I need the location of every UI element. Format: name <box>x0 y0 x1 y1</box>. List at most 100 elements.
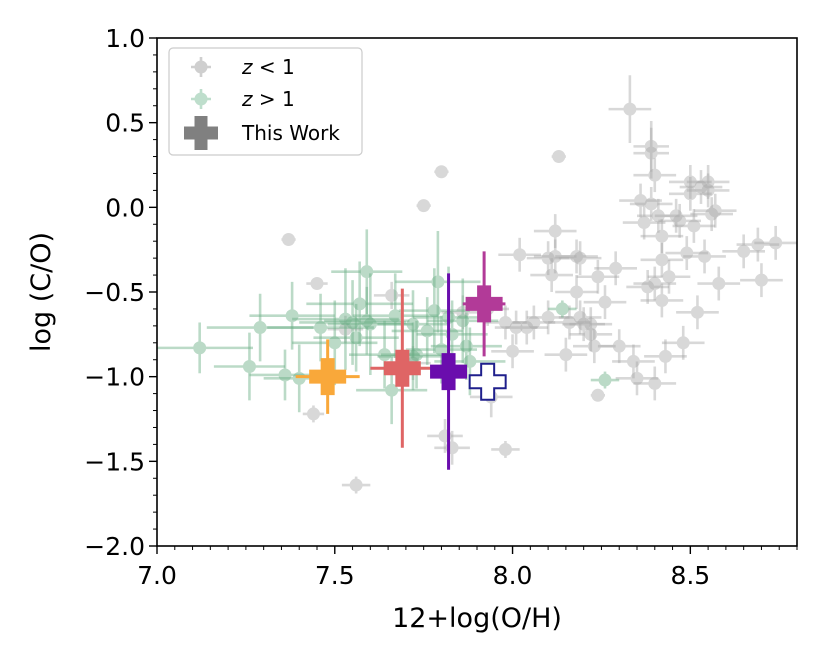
z-lt-1-point-18-marker <box>513 248 527 262</box>
z-lt-1-point-78 <box>754 225 797 260</box>
z-lt-1-point-7-marker <box>417 199 431 213</box>
z-gt-1-point-2-marker <box>253 321 267 335</box>
z-lt-1-point-45 <box>619 183 662 218</box>
z-lt-1-point-20-marker <box>527 315 541 329</box>
z-lt-1-point-3 <box>341 476 371 494</box>
z-lt-1-point-55-marker <box>655 229 669 243</box>
y-tick-label-3: −0.5 <box>84 278 145 307</box>
z-gt-1-point-23 <box>395 231 481 333</box>
z-lt-1-point-15 <box>491 441 520 458</box>
z-gt-1-point-23-marker <box>431 275 445 289</box>
z-gt-1-point-18-marker <box>406 349 420 363</box>
z-lt-1-point-29 <box>555 275 598 309</box>
z-lt-1-point-74 <box>697 266 741 301</box>
z-lt-1-point-74-marker <box>712 277 726 291</box>
z-lt-1-point-21 <box>526 300 570 335</box>
z-gt-1-point-5-marker <box>292 371 306 385</box>
z-lt-1-point-64-marker <box>683 187 697 201</box>
z-gt-1-point-3 <box>249 349 321 401</box>
z-gt-1-point-1-marker <box>242 360 256 374</box>
z-lt-1-point-78-marker <box>769 236 783 250</box>
z-lt-1-point-60 <box>654 198 698 233</box>
z-lt-1-point-75-marker <box>737 244 751 258</box>
y-tick-label-4: −1.0 <box>84 363 145 392</box>
z-lt-1-point-43 <box>612 344 655 379</box>
z-lt-1-point-50 <box>633 127 669 179</box>
z-lt-1-point-57 <box>640 283 684 318</box>
z-gt-1-point-0-marker <box>193 341 207 355</box>
z-lt-1-point-39 <box>583 285 627 320</box>
z-gt-1-point-28-marker <box>459 339 473 353</box>
z-lt-1-point-37-marker <box>591 388 605 402</box>
y-tick-label-2: 0.0 <box>105 193 145 222</box>
z-gt-1-point-8 <box>292 268 399 370</box>
z-lt-1-point-35 <box>569 317 613 352</box>
z-gt-1-point-8-marker <box>338 312 352 326</box>
z-lt-1-point-73-marker <box>708 204 722 218</box>
z-lt-1-point-61-marker <box>673 214 687 228</box>
z-lt-1-point-77 <box>740 263 783 298</box>
z-lt-1-point-28 <box>548 305 591 340</box>
z-gt-1-point-0 <box>157 322 253 374</box>
z-lt-1-point-62 <box>661 325 705 360</box>
z-gt-1-point-22 <box>398 268 470 353</box>
legend-label-1: z > 1 <box>241 87 295 111</box>
z-lt-1-point-58-marker <box>658 349 672 363</box>
z-lt-1-point-17-marker <box>509 321 523 335</box>
this-work-point-4 <box>468 362 507 401</box>
z-lt-1-point-24-marker <box>548 224 562 238</box>
z-lt-1-point-36-marker <box>587 339 601 353</box>
y-tick-label-6: −2.0 <box>84 532 145 561</box>
z-lt-1-point-22-marker <box>541 251 555 265</box>
z-lt-1-point-19 <box>505 310 549 345</box>
z-lt-1-point-27 <box>544 337 588 372</box>
z-lt-1-point-51-marker <box>648 277 662 291</box>
z-lt-1-point-34 <box>569 307 613 342</box>
z-lt-1-point-25 <box>533 239 577 274</box>
z-lt-1-point-68 <box>679 170 723 204</box>
z-lt-1-point-48 <box>629 187 673 221</box>
z-gt-1-point-21-marker <box>420 324 434 338</box>
z-gt-1-point-19-marker <box>406 317 420 331</box>
z-lt-1-point-66-marker <box>687 219 701 233</box>
z-gt-1-point-30 <box>548 300 577 318</box>
z-gt-1-point-11-marker <box>353 297 367 311</box>
z-lt-1-point-63-marker <box>680 246 694 260</box>
z-lt-1-point-30-marker <box>570 249 584 263</box>
z-lt-1-point-26 <box>551 150 566 164</box>
z-lt-1-point-73 <box>693 193 737 228</box>
z-lt-1-point-69 <box>683 239 726 274</box>
z-lt-1-point-70 <box>686 165 730 199</box>
z-gt-1-point-30-marker <box>555 302 569 316</box>
z-lt-1-point-38-marker <box>591 270 605 284</box>
this-work-cross-2 <box>430 353 468 391</box>
z-lt-1-point-23 <box>530 258 573 292</box>
x-tick-label-2: 8.0 <box>493 561 533 590</box>
z-lt-1-point-37 <box>590 388 605 402</box>
x-tick-label-0: 7.0 <box>137 561 177 590</box>
z-lt-1-point-65 <box>669 165 712 199</box>
this-work-point-2 <box>430 273 468 470</box>
z-gt-1-point-6 <box>267 293 374 362</box>
z-lt-1-point-55 <box>640 219 684 254</box>
z-lt-1-point-48-marker <box>644 197 658 211</box>
z-lt-1-point-24 <box>533 214 577 248</box>
y-tick-label-0: 1.0 <box>105 24 145 53</box>
y-tick-label-1: 0.5 <box>105 109 145 138</box>
z-lt-1-point-41-marker <box>612 339 626 353</box>
z-lt-1-point-76-marker <box>751 238 765 252</box>
z-lt-1-point-35-marker <box>584 327 598 341</box>
z-lt-1-point-49 <box>633 120 669 172</box>
z-lt-1-point-26-marker <box>552 150 566 164</box>
legend-marker-0 <box>191 57 211 77</box>
x-axis-label: 12+log(O/H) <box>392 603 562 634</box>
z-lt-1-point-65-marker <box>683 175 697 189</box>
z-lt-1-point-71 <box>686 173 730 208</box>
z-lt-1-point-20 <box>512 305 556 340</box>
z-gt-1-point-17 <box>352 273 438 359</box>
z-gt-1-point-13 <box>331 229 403 315</box>
z-lt-1-point-56 <box>640 242 684 277</box>
z-gt-1-point-14-marker <box>363 317 377 331</box>
z-lt-1-point-14-marker <box>498 315 512 329</box>
z-gt-1-point-9-marker <box>346 315 360 329</box>
